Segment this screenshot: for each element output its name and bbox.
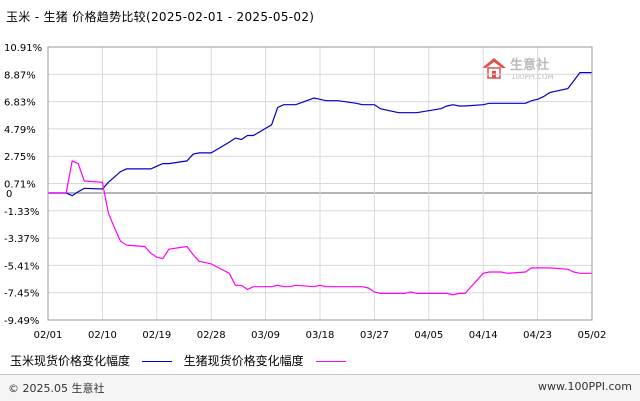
line-chart: 10.91% 8.87% 6.83% 4.79% 2.75% 0.71%0 -1.33% -3… (4, 43, 607, 341)
footer: © 2025.05 生意社 www.100PPI.com (0, 374, 640, 401)
x-tick-label: 04/23 (523, 330, 552, 341)
x-tick-label: 03/18 (306, 330, 335, 341)
x-tick-label: 02/19 (142, 330, 171, 341)
legend-label-corn: 玉米现货价格变化幅度 (10, 354, 131, 368)
chart-title: 玉米 - 生猪 价格趋势比较(2025-02-01 - 2025-05-02) (6, 10, 315, 24)
x-tick-label: 03/09 (251, 330, 280, 341)
y-tick-label: 8.87% (4, 70, 36, 81)
copyright-text: © 2025.05 生意社 (8, 382, 105, 395)
y-tick-label: 10.91% (4, 43, 42, 54)
x-tick-label: 02/01 (34, 330, 63, 341)
legend-line-hog (315, 361, 346, 362)
x-tick-label: 04/05 (414, 330, 443, 341)
y-tick-label: 2.75% (4, 152, 36, 163)
x-tick-label: 04/14 (469, 330, 498, 341)
legend-item-hog: 生猪现货价格变化幅度 (184, 352, 346, 369)
corn-price-line (48, 71, 592, 197)
y-tick-label: -3.37% (4, 234, 39, 245)
y-tick-label: 0.71% (4, 180, 36, 191)
series-lines (48, 71, 592, 296)
x-tick-label: 02/28 (197, 330, 226, 341)
y-tick-label: 4.79% (4, 125, 36, 136)
y-tick-label: -1.33% (4, 207, 39, 218)
plot-border (47, 46, 593, 321)
grid (47, 46, 593, 321)
x-tick-label: 05/02 (578, 330, 607, 341)
x-tick-label: 02/10 (88, 330, 117, 341)
x-axis-ticks: 02/01 02/10 02/19 02/28 03/09 03/18 03/27 04/05… (34, 330, 607, 341)
watermark-subtext: 100PPI.COM (511, 73, 554, 81)
hog-price-line (48, 160, 592, 296)
y-tick-label: -9.49% (4, 316, 39, 327)
legend-label-hog: 生猪现货价格变化幅度 (183, 354, 304, 368)
site-link[interactable]: www.100PPI.com (538, 380, 632, 393)
watermark-text: 生意社 (510, 57, 549, 73)
y-axis-ticks: 10.91% 8.87% 6.83% 4.79% 2.75% 0.71%0 -1.33% -3… (4, 43, 42, 327)
y-tick-label: -7.45% (4, 289, 39, 300)
y-tick-label: -5.41% (4, 261, 39, 272)
legend-item-corn: 玉米现货价格变化幅度 (10, 352, 172, 369)
x-tick-label: 03/27 (360, 330, 389, 341)
y-tick-label: 6.83% (4, 98, 36, 109)
legend: 玉米现货价格变化幅度 生猪现货价格变化幅度 (10, 352, 354, 368)
y-tick-label: 0 (6, 189, 12, 200)
legend-line-corn (141, 361, 172, 362)
